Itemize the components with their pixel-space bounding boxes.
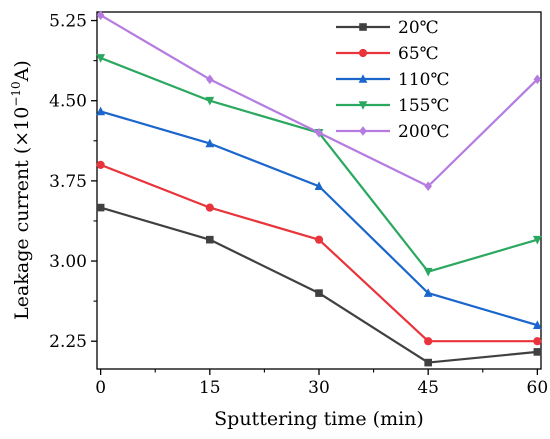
legend-label: 110℃ xyxy=(398,70,449,90)
data-point xyxy=(532,320,542,329)
y-axis-title: Leakage current (×10−10A) xyxy=(9,60,33,320)
data-point xyxy=(423,267,433,277)
y-tick-label: 5.25 xyxy=(49,12,87,32)
legend-label: 65℃ xyxy=(398,44,439,64)
legend-label: 200℃ xyxy=(398,122,449,142)
legend: 20℃ 65℃ 110℃ 155℃ 200℃ xyxy=(336,18,449,142)
x-axis-title: Sputtering time (min) xyxy=(214,408,424,430)
x-tick-label: 30 xyxy=(308,378,330,398)
legend-swatch-marker xyxy=(358,48,368,58)
y-axis-title-unit: A) xyxy=(11,60,33,82)
legend-item: 155℃ xyxy=(336,96,449,116)
series-5 xyxy=(96,10,542,192)
y-axis-title-exponent: −10 xyxy=(9,81,23,106)
data-point xyxy=(533,337,542,346)
y-axis-title-main: Leakage current (×10 xyxy=(11,107,33,320)
legend-swatch-marker xyxy=(359,126,367,136)
data-point xyxy=(424,181,432,192)
data-point xyxy=(96,160,105,169)
series-line xyxy=(100,14,539,188)
legend-item: 110℃ xyxy=(336,70,449,90)
x-tick-label: 15 xyxy=(199,378,221,398)
legend-swatch-marker xyxy=(358,74,368,83)
series-2 xyxy=(96,160,542,346)
legend-item: 65℃ xyxy=(336,44,439,64)
y-tick-label: 3.75 xyxy=(49,172,87,192)
series-layer xyxy=(96,10,542,367)
data-point xyxy=(314,181,324,191)
data-point xyxy=(533,74,542,85)
data-point xyxy=(424,358,432,367)
series-3 xyxy=(96,106,542,329)
x-tick-label: 45 xyxy=(417,378,439,398)
y-tick-label: 2.25 xyxy=(49,332,87,352)
data-point xyxy=(96,106,106,116)
data-point xyxy=(206,74,214,85)
data-point xyxy=(96,54,106,63)
data-point xyxy=(315,127,323,138)
legend-swatch-marker xyxy=(358,101,368,110)
data-point xyxy=(315,289,323,297)
legend-label: 20℃ xyxy=(398,18,439,38)
data-point xyxy=(533,348,542,356)
legend-label: 155℃ xyxy=(398,96,449,116)
data-point xyxy=(205,96,215,106)
data-point xyxy=(314,235,324,244)
legend-item: 20℃ xyxy=(336,18,439,38)
y-tick-label: 3.00 xyxy=(49,252,87,272)
data-point xyxy=(423,288,433,297)
x-tick-label: 0 xyxy=(95,378,106,398)
series-line xyxy=(100,206,538,364)
data-point xyxy=(532,235,542,245)
data-point xyxy=(205,138,215,148)
data-point xyxy=(96,203,105,212)
axis-ticks: 0 15 30 45 60 2.25 3.00 3.75 4.50 5.25 xyxy=(49,12,548,398)
data-point xyxy=(96,10,105,21)
data-point xyxy=(424,337,433,346)
legend-item: 200℃ xyxy=(336,122,449,142)
legend-swatch-marker xyxy=(359,23,367,31)
series-1 xyxy=(96,203,542,367)
x-tick-label: 60 xyxy=(527,378,549,398)
y-tick-label: 4.50 xyxy=(49,92,87,112)
data-point xyxy=(205,203,214,212)
data-point xyxy=(206,235,214,244)
series-line xyxy=(100,163,538,343)
